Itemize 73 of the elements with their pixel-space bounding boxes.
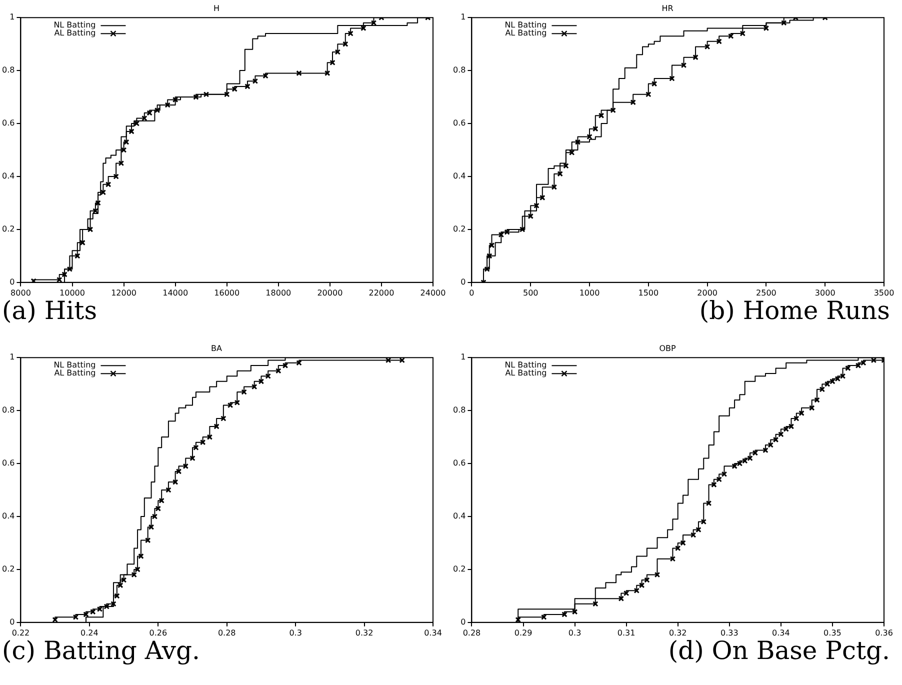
y-tick-label: 0 [460,617,466,626]
x-tick-label: 18000 [266,288,292,298]
y-tick-label: 0 [10,277,15,286]
x-tick-label: 0.32 [355,628,374,638]
x-tick-label: 24000 [420,288,446,298]
y-tick-label: 0.6 [452,118,466,128]
chart-title: OBP [659,344,676,353]
legend-label: NL Batting [54,20,96,30]
y-tick-label: 1 [10,352,15,362]
x-tick-label: 3500 [874,288,894,298]
x-tick-label: 0.35 [824,628,842,638]
x-tick-label: 0.33 [720,628,738,638]
x-tick-label: 0 [469,288,474,298]
x-tick-label: 0.28 [218,628,236,638]
y-tick-label: 0.8 [452,66,466,75]
x-tick-label: 8000 [10,288,31,298]
x-tick-label: 0.22 [12,628,30,638]
y-tick-label: 0.8 [2,66,15,75]
x-tick-label: 1000 [579,288,600,298]
y-tick-label: 0.2 [452,224,466,234]
y-tick-label: 0.4 [452,172,466,181]
y-tick-label: 0.2 [452,564,466,574]
y-tick-label: 1 [10,12,15,22]
y-tick-label: 0.4 [2,512,15,521]
y-tick-label: 0.8 [452,406,466,415]
y-tick-label: 0.6 [2,118,15,128]
text: (d) On Base Pctg. [668,636,890,665]
x-tick-label: 10000 [60,288,85,298]
x-tick-label: 0.32 [668,628,687,638]
x-tick-label: 500 [522,288,538,298]
y-tick-label: 0.4 [452,512,466,521]
chart-title: H [213,4,220,13]
y-tick-label: 0 [10,617,15,626]
x-tick-label: 12000 [111,288,137,298]
y-tick-label: 0 [460,277,466,286]
chart-title: BA [211,344,223,353]
x-tick-label: 0.3 [289,628,302,638]
x-tick-label: 0.28 [462,628,481,638]
x-tick-label: 20000 [317,288,343,298]
legend-label: AL Batting [54,28,96,38]
legend-label: NL Batting [504,20,547,30]
y-tick-label: 1 [460,352,466,362]
text: (a) Hits [2,296,98,325]
x-tick-label: 16000 [214,288,240,298]
y-tick-label: 0.6 [452,458,466,468]
text: (b) Home Runs [699,296,890,325]
x-tick-label: 2500 [756,288,776,298]
x-tick-label: 1500 [638,288,659,298]
legend-label: AL Batting [54,368,96,378]
x-tick-label: 0.26 [149,628,168,638]
x-tick-label: 0.34 [772,628,790,638]
x-tick-label: 14000 [162,288,188,298]
legend-label: AL Batting [505,368,547,378]
x-tick-label: 0.3 [568,628,582,638]
chart-title: HR [662,4,674,13]
x-tick-label: 0.24 [80,628,98,638]
y-tick-label: 0.2 [2,564,15,574]
x-tick-label: 2000 [697,288,718,298]
legend-label: NL Batting [504,360,547,370]
x-tick-label: 22000 [368,288,394,298]
legend-label: NL Batting [54,360,96,370]
legend-label: AL Batting [505,28,547,38]
x-tick-label: 0.29 [514,628,532,638]
y-tick-label: 0.8 [2,406,15,415]
y-tick-label: 1 [460,12,466,22]
y-tick-label: 0.2 [2,224,15,234]
y-tick-label: 0.6 [2,458,15,468]
x-tick-label: 3000 [814,288,836,298]
text: (c) Batting Avg. [2,636,200,665]
y-tick-label: 0.4 [2,172,15,181]
x-tick-label: 0.36 [875,628,893,638]
x-tick-label: 0.31 [617,628,636,638]
x-tick-label: 0.34 [424,628,442,638]
